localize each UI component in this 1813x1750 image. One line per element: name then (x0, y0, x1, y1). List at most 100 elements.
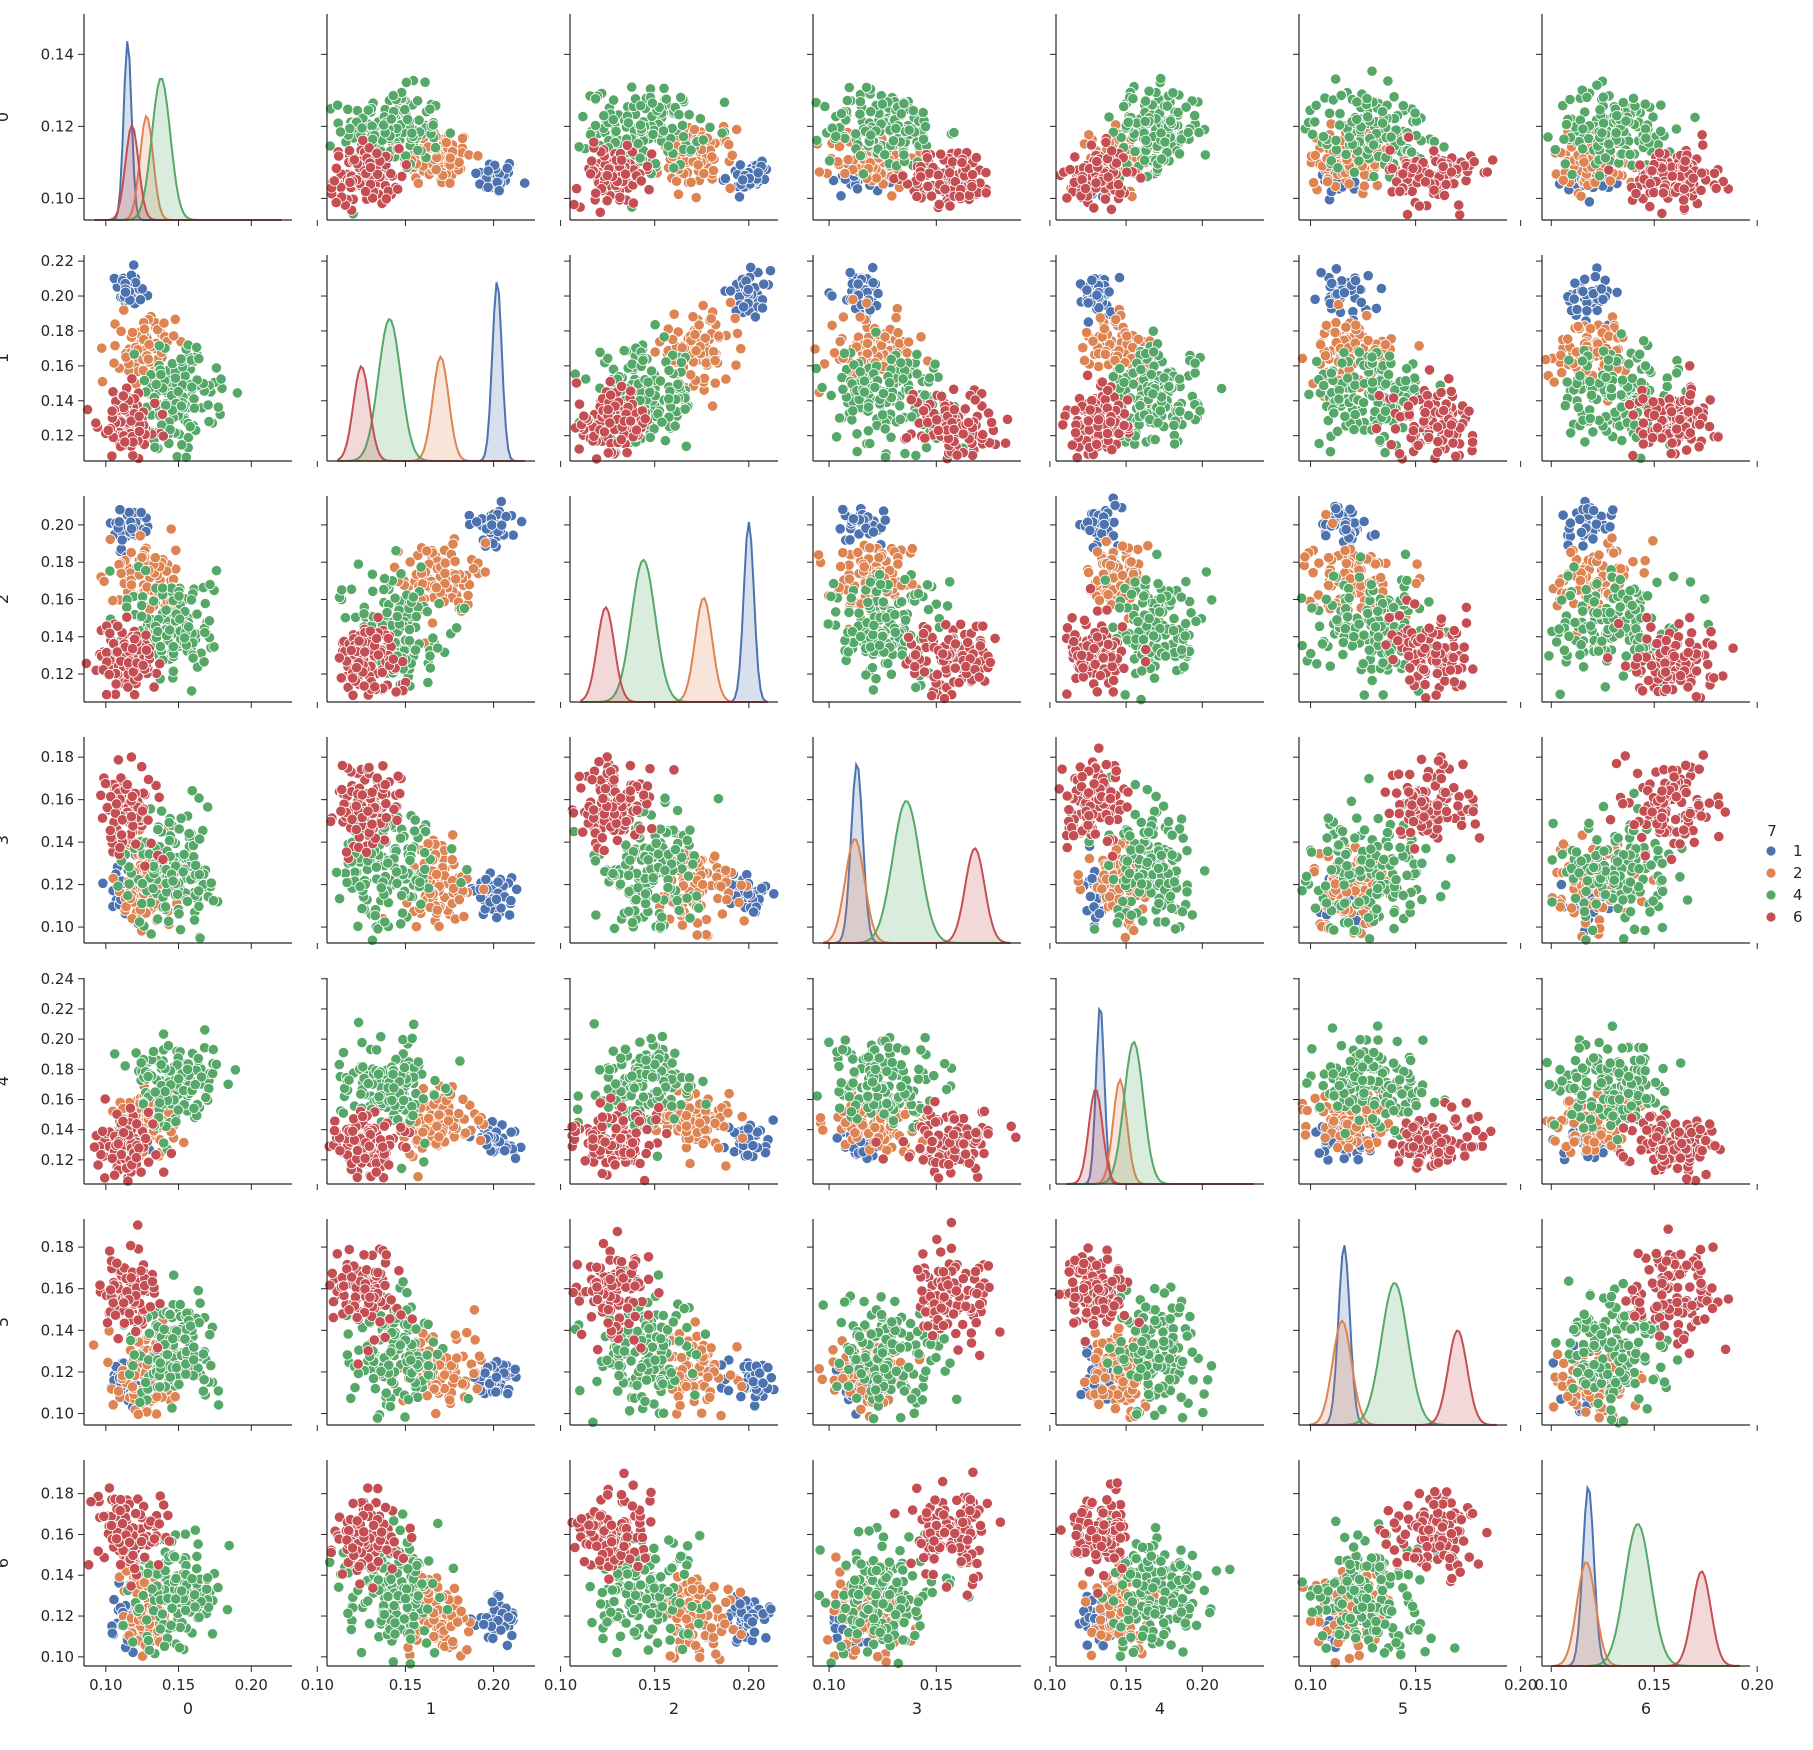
scatter-point (827, 291, 837, 301)
scatter-point (1140, 116, 1150, 126)
scatter-point (1683, 407, 1693, 417)
scatter-point (1446, 386, 1456, 396)
scatter-point (1067, 440, 1077, 450)
scatter-point (920, 433, 930, 443)
scatter-point (1582, 92, 1592, 102)
scatter-point (1549, 377, 1559, 387)
scatter-point (732, 328, 742, 338)
scatter-point (1319, 380, 1329, 390)
scatter-point (1087, 275, 1097, 285)
scatter-point (1695, 419, 1705, 429)
scatter-point (134, 411, 144, 421)
scatter-point (949, 424, 959, 434)
scatter-point (871, 173, 881, 183)
scatter-point (1316, 268, 1326, 278)
scatter-point (691, 192, 701, 202)
scatter-point (1100, 349, 1110, 359)
scatter-point (933, 425, 943, 435)
scatter-point (660, 436, 670, 446)
scatter-point (1111, 314, 1121, 324)
scatter-point (471, 168, 481, 178)
scatter-point (1439, 142, 1449, 152)
scatter-point (708, 165, 718, 175)
scatter-point (1578, 124, 1588, 134)
scatter-point (814, 167, 824, 177)
scatter-point (853, 279, 863, 289)
scatter-point (1585, 324, 1595, 334)
scatter-point (590, 94, 600, 104)
scatter-point (116, 326, 126, 336)
scatter-point (1424, 365, 1434, 375)
scatter-point (880, 424, 890, 434)
scatter-point (1174, 374, 1184, 384)
scatter-point (1605, 176, 1615, 186)
scatter-point (698, 300, 708, 310)
scatter-point (578, 111, 588, 121)
scatter-point (1095, 313, 1105, 323)
scatter-point (1092, 290, 1102, 300)
y-axis-label: 0 (0, 112, 12, 122)
scatter-point (1369, 140, 1379, 150)
scatter-point (888, 136, 898, 146)
scatter-point (1062, 193, 1072, 203)
scatter-point (707, 152, 717, 162)
scatter-point (91, 418, 101, 428)
scatter-point (587, 156, 597, 166)
panel-1-vs-2 (561, 255, 778, 467)
scatter-point (1563, 334, 1573, 344)
scatter-point (1387, 163, 1397, 173)
scatter-point (1371, 423, 1381, 433)
panel-1-vs-3 (807, 255, 1021, 467)
scatter-point (936, 149, 946, 159)
scatter-point (127, 327, 137, 337)
scatter-point (868, 278, 878, 288)
scatter-point (1439, 190, 1449, 200)
scatter-point (898, 171, 908, 181)
scatter-point (213, 402, 223, 412)
scatter-point (349, 155, 359, 165)
scatter-point (457, 133, 467, 143)
scatter-point (625, 386, 635, 396)
scatter-point (363, 105, 373, 115)
scatter-point (1600, 153, 1610, 163)
scatter-point (1649, 187, 1659, 197)
scatter-point (852, 184, 862, 194)
scatter-point (108, 595, 118, 605)
scatter-point (1590, 272, 1600, 282)
scatter-point (1704, 421, 1714, 431)
scatter-point (1086, 140, 1096, 150)
scatter-point (108, 387, 118, 397)
scatter-point (826, 390, 836, 400)
scatter-point (1065, 164, 1075, 174)
scatter-point (1672, 424, 1682, 434)
scatter-point (1093, 361, 1103, 371)
scatter-point (1100, 194, 1110, 204)
scatter-points-0-vs-3 (811, 82, 991, 213)
scatter-point (902, 348, 912, 358)
scatter-point (1354, 347, 1364, 357)
scatter-point (895, 401, 905, 411)
panel-2-vs-0: 0.120.140.160.180.202 (0, 496, 292, 708)
scatter-point (1331, 264, 1341, 274)
scatter-point (658, 126, 668, 136)
scatter-point (628, 198, 638, 208)
scatter-point (1604, 139, 1614, 149)
y-tick-label: 0.14 (41, 392, 74, 410)
scatter-point (1331, 145, 1341, 155)
scatter-point (983, 408, 993, 418)
scatter-point (1482, 167, 1492, 177)
scatter-point (1616, 390, 1626, 400)
scatter-point (1156, 154, 1166, 164)
scatter-point (1307, 129, 1317, 139)
scatter-point (1675, 414, 1685, 424)
scatter-point (494, 186, 504, 196)
scatter-point (877, 99, 887, 109)
scatter-point (731, 360, 741, 370)
scatter-point (144, 339, 154, 349)
scatter-point (176, 354, 186, 364)
scatter-point (706, 314, 716, 324)
scatter-point (1326, 368, 1336, 378)
scatter-point (1135, 400, 1145, 410)
scatter-point (735, 160, 745, 170)
scatter-point (1403, 132, 1413, 142)
